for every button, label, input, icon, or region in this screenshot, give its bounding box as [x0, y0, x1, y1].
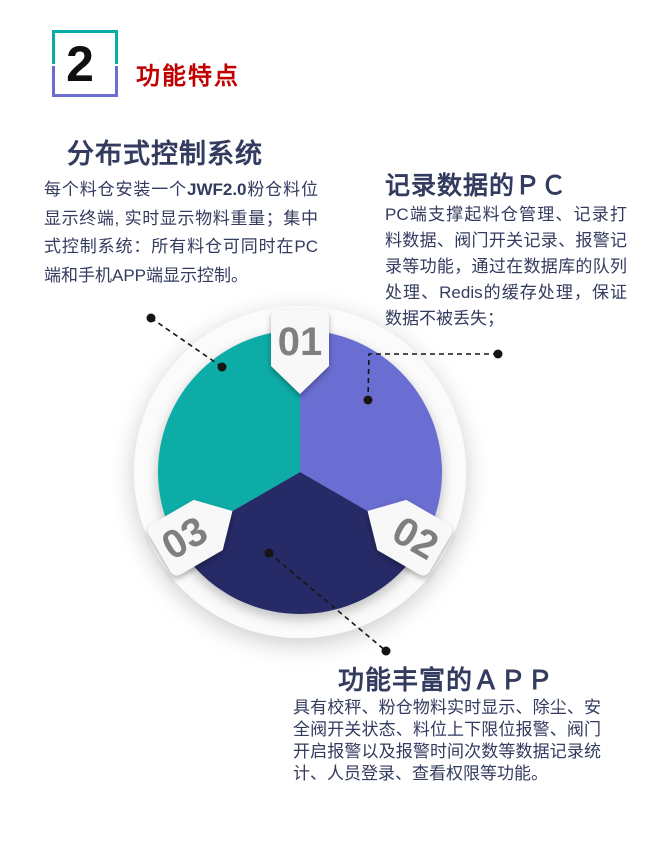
badge-01-arrow: [271, 310, 329, 394]
badge-03-arrow: [147, 499, 233, 576]
badge-03: 03: [147, 499, 233, 576]
connector-bottom-line: [268, 552, 387, 652]
connector-bottom-outer-dot: [381, 646, 391, 656]
connector-right-outer-dot: [493, 349, 503, 359]
badge-01-label: 01: [278, 320, 323, 364]
left-body-prefix: 每个料仓安装一个: [44, 180, 187, 199]
right-section-body: PC端支撑起料仓管理、记录打料数据、阀门开关记录、报警记录等功能，通过在数据库的…: [385, 205, 627, 328]
pie-segments: [158, 330, 442, 614]
segment-distributed-control: [158, 330, 300, 543]
teal-bracket: [52, 30, 118, 64]
right-section-title: 记录数据的ＰＣ: [385, 172, 568, 200]
segment-app: [177, 472, 423, 614]
badge-02-arrow: [367, 499, 453, 576]
connector-right-line: [367, 353, 498, 401]
left-section-body: 每个料仓安装一个JWF2.0粉仓料位显示终端, 实时显示物料重量；集中式控制系统…: [44, 176, 318, 290]
segment-pc: [300, 330, 442, 543]
connector-bottom-inner-dot: [264, 548, 274, 558]
left-section-title: 分布式控制系统: [67, 139, 263, 169]
badge-02: 02: [367, 499, 453, 576]
bottom-section-title: 功能丰富的ＡＰＰ: [338, 665, 555, 695]
left-body-bold-model: JWF2.0: [186, 180, 247, 199]
page-title: 功能特点: [136, 63, 240, 90]
purple-bracket: [52, 66, 118, 97]
section-number: 2: [66, 35, 94, 92]
badge-01: 01: [271, 310, 329, 394]
feature-wheel-diagram: 01 02 03: [134, 306, 503, 656]
bottom-section-body: 具有校秤、粉仓物料实时显示、除尘、安全阀开关状态、料位上下限位报警、阀门开启报警…: [293, 698, 601, 784]
section-number-box: 2: [52, 30, 118, 97]
connector-right-inner-dot: [363, 395, 373, 405]
connector-left-inner-dot: [217, 362, 227, 372]
connector-lines: [146, 313, 503, 656]
left-body-suffix: 粉仓料位显示终端, 实时显示物料重量；集中式控制系统：所有料仓可同时在PC端和手…: [44, 180, 319, 285]
connector-left-outer-dot: [146, 313, 156, 323]
